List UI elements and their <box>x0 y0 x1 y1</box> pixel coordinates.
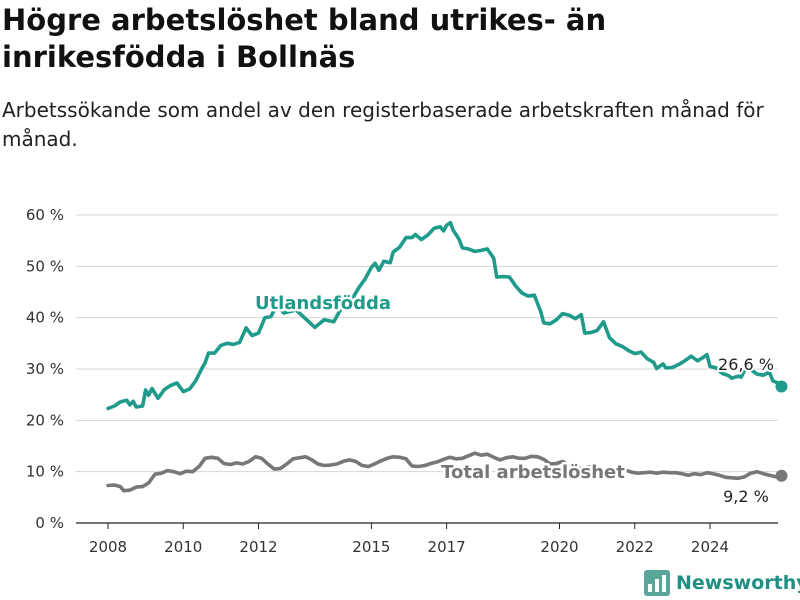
brand-name: Newsworthy <box>676 572 800 594</box>
y-axis: 0 % 10 % 20 % 30 % 40 % 50 % 60 % <box>26 206 64 532</box>
x-tick-label: 2022 <box>616 538 654 556</box>
chart-title: Högre arbetslöshet bland utrikes- än inr… <box>2 3 607 74</box>
end-point-total <box>775 469 788 482</box>
chart-subtitle: Arbetssökande som andel av den registerb… <box>2 98 764 151</box>
x-tick-label: 2012 <box>239 538 277 556</box>
newsworthy-logo: Newsworthy <box>644 568 800 598</box>
series-lines <box>106 220 788 493</box>
series-label-utlandsfodda: Utlandsfödda <box>255 293 391 314</box>
x-axis: 2008 2010 2012 2015 2017 2020 2022 2024 <box>89 523 729 556</box>
x-tick-label: 2024 <box>691 538 729 556</box>
x-tick-label: 2008 <box>89 538 127 556</box>
series-line-utlandsfodda <box>106 220 784 411</box>
end-label-utlandsfodda: 26,6 % <box>718 355 774 374</box>
y-tick-label: 20 % <box>26 411 64 429</box>
y-tick-label: 30 % <box>26 360 64 378</box>
series-labels: Utlandsfödda Total arbetslöshet 26,6 % 9,2 … <box>252 291 776 509</box>
end-label-total: 9,2 % <box>723 487 769 506</box>
y-tick-label: 10 % <box>26 463 64 481</box>
series-label-total: Total arbetslöshet <box>441 462 625 483</box>
x-tick-label: 2017 <box>428 538 466 556</box>
x-tick-label: 2020 <box>540 538 578 556</box>
series-line-total <box>106 451 784 493</box>
x-tick-label: 2015 <box>352 538 390 556</box>
y-tick-label: 40 % <box>26 309 64 327</box>
y-tick-label: 0 % <box>35 514 64 532</box>
end-point-utlandsfodda <box>775 380 788 393</box>
y-tick-label: 60 % <box>26 206 64 224</box>
x-tick-label: 2010 <box>164 538 202 556</box>
y-tick-label: 50 % <box>26 257 64 275</box>
newsworthy-icon <box>644 570 670 596</box>
